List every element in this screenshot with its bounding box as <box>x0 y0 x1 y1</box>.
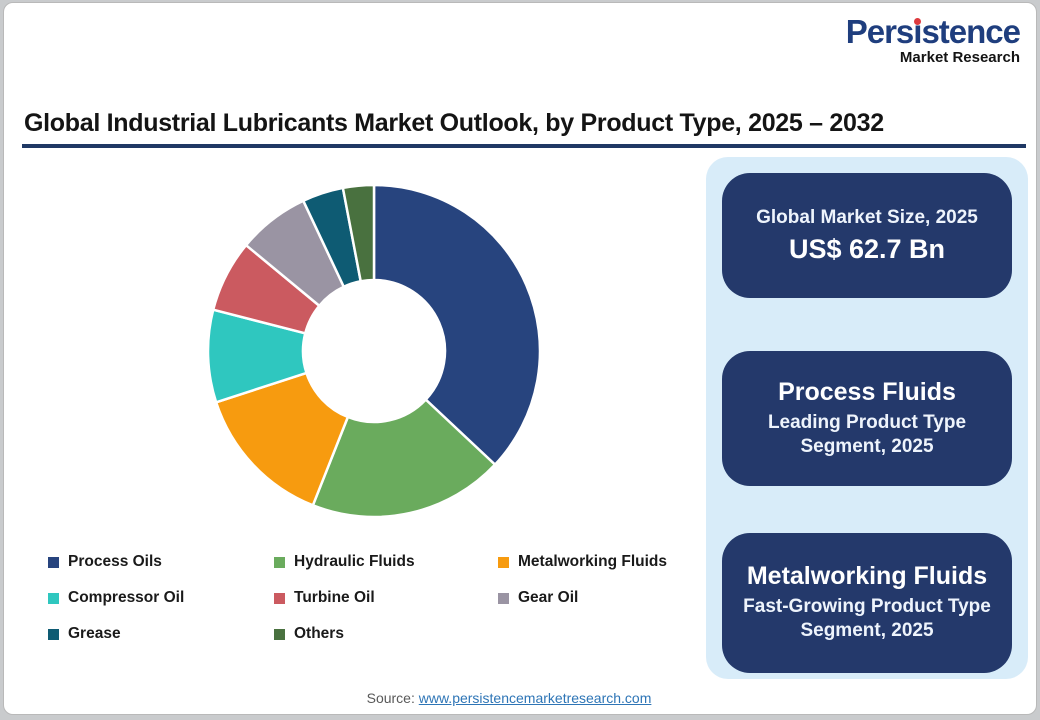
title-underline <box>22 144 1026 148</box>
leading-segment-name: Process Fluids <box>778 377 956 406</box>
legend-item-grease: Grease <box>48 623 274 645</box>
legend-label: Process Oils <box>68 553 162 570</box>
legend-label: Gear Oil <box>518 589 579 606</box>
legend-item-others: Others <box>274 623 498 645</box>
legend-label: Compressor Oil <box>68 589 185 606</box>
fast-growing-segment-card: Metalworking Fluids Fast-Growing Product… <box>722 533 1012 673</box>
fast-growing-segment-name: Metalworking Fluids <box>746 562 988 591</box>
legend-swatch-icon <box>274 592 285 604</box>
highlights-panel: Global Market Size, 2025 US$ 62.7 Bn Pro… <box>706 157 1028 679</box>
leading-segment-label: Leading Product Type Segment, 2025 <box>767 411 967 457</box>
legend-item-hydraulic-fluids: Hydraulic Fluids <box>274 551 498 573</box>
legend-item-gear-oil: Gear Oil <box>498 587 748 609</box>
market-size-value: US$ 62.7 Bn <box>788 233 946 264</box>
logo-letter-i: ı <box>913 13 922 50</box>
persistence-market-research-logo: Persı stence Market Research <box>845 13 1021 66</box>
legend-swatch-icon <box>498 556 509 568</box>
market-size-label: Global Market Size, 2025 <box>756 207 978 229</box>
logo-subtitle: Market Research <box>899 49 1020 66</box>
source-link[interactable]: www.persistencemarketresearch.com <box>418 690 652 706</box>
logo-red-dot-icon <box>914 18 922 25</box>
legend-swatch-icon <box>274 556 285 568</box>
page-title: Global Industrial Lubricants Market Outl… <box>24 109 884 137</box>
legend-swatch-icon <box>498 592 509 604</box>
donut-chart <box>206 183 542 519</box>
legend-label: Grease <box>68 625 121 642</box>
donut-segment-others <box>341 183 376 283</box>
market-size-card: Global Market Size, 2025 US$ 62.7 Bn <box>722 173 1012 298</box>
legend-item-metalworking-fluids: Metalworking Fluids <box>498 551 748 573</box>
legend-label: Hydraulic Fluids <box>294 553 415 570</box>
infographic-card: Persı stence Market Research Global Indus… <box>3 2 1037 715</box>
donut-segment-process-oils <box>372 183 542 466</box>
source-label: Source: <box>366 690 415 706</box>
legend-item-compressor-oil: Compressor Oil <box>48 587 274 609</box>
fast-growing-segment-label: Fast-Growing Product Type Segment, 2025 <box>743 596 991 642</box>
logo-text-pre: Pers <box>845 13 915 50</box>
legend-swatch-icon <box>274 628 285 640</box>
legend-label: Metalworking Fluids <box>518 553 667 570</box>
legend-swatch-icon <box>48 556 59 568</box>
leading-segment-card: Process Fluids Leading Product Type Segm… <box>722 351 1012 486</box>
source-line: Source: www.persistencemarketresearch.co… <box>4 690 1014 706</box>
chart-legend: Process Oils Hydraulic Fluids Metalworking… <box>48 551 748 645</box>
legend-label: Turbine Oil <box>294 589 375 606</box>
donut-segment-hydraulic-fluids <box>311 398 497 519</box>
legend-item-process-oils: Process Oils <box>48 551 274 573</box>
legend-swatch-icon <box>48 628 59 640</box>
logo-wordmark: Persı stence <box>845 13 1021 50</box>
legend-label: Others <box>294 625 344 642</box>
donut-segment-metalworking-fluids <box>214 371 350 507</box>
legend-swatch-icon <box>48 592 59 604</box>
legend-item-turbine-oil: Turbine Oil <box>274 587 498 609</box>
logo-text-post: stence <box>921 13 1021 50</box>
